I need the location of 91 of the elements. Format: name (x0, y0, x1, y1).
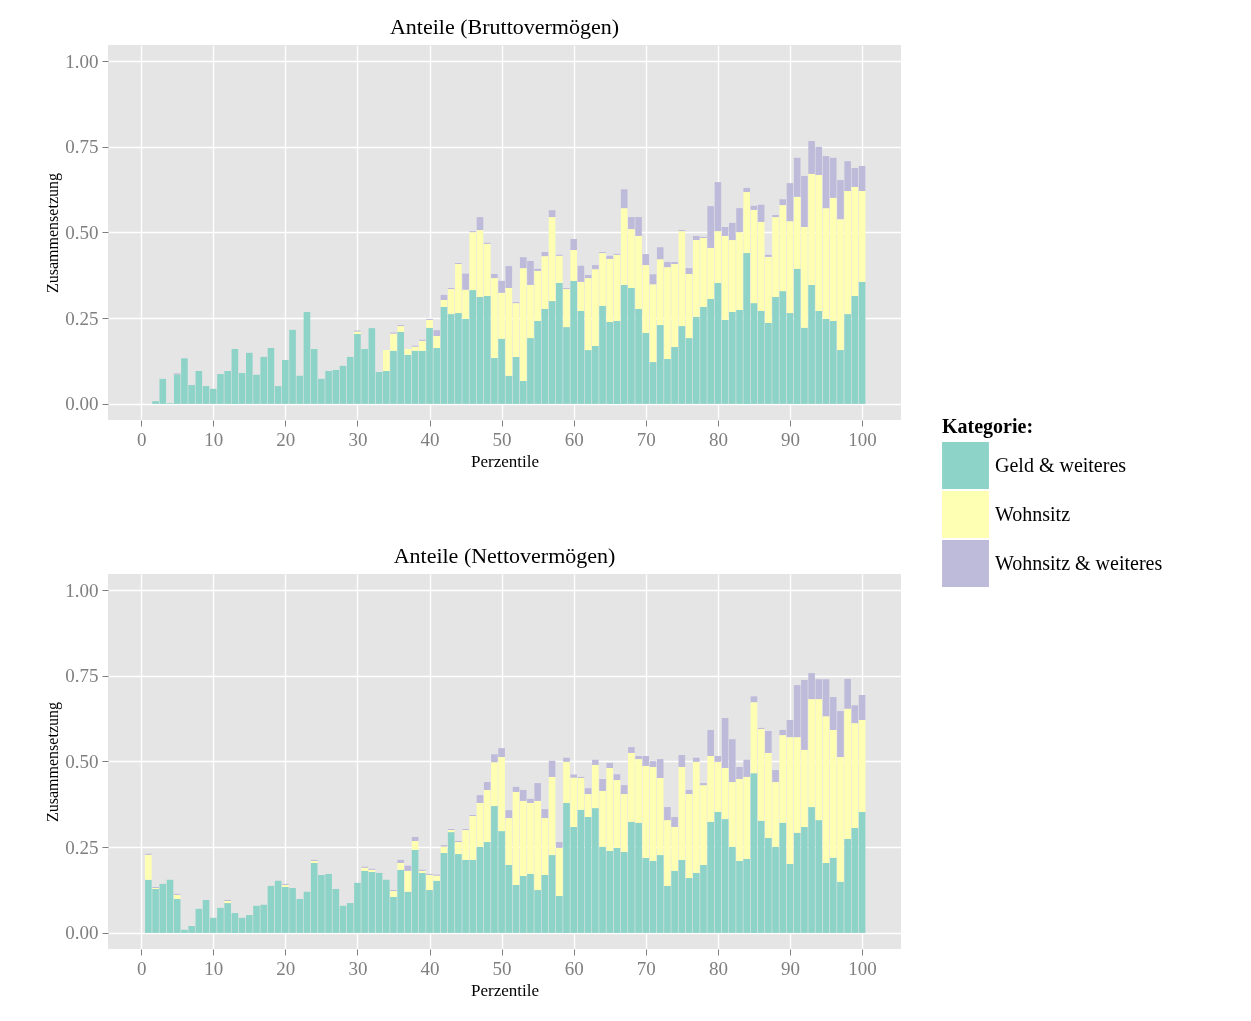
bar (563, 289, 570, 328)
bar (620, 785, 628, 795)
bar (765, 254, 772, 257)
bar (555, 842, 563, 848)
x-tick-label: 100 (848, 957, 877, 979)
bar (411, 841, 419, 850)
bar (700, 783, 707, 786)
y-tick-label: 0.00 (65, 922, 99, 944)
bar (397, 326, 404, 332)
bar (476, 217, 484, 231)
x-tick-label: 50 (492, 957, 512, 979)
x-tick-label: 60 (564, 428, 584, 450)
legend-title: Kategorie: (942, 415, 1034, 438)
bar (606, 255, 614, 259)
x-tick-label: 90 (780, 957, 800, 979)
bar (599, 778, 606, 791)
bar (541, 809, 549, 819)
y-axis-title: Zusammensetzung (44, 173, 63, 293)
bar (620, 189, 628, 209)
bar (397, 859, 404, 863)
x-tick-label: 10 (204, 428, 224, 450)
bar (462, 273, 469, 290)
x-tick-label: 80 (708, 428, 728, 450)
x-tick-label: 20 (276, 428, 296, 450)
bar (426, 319, 433, 328)
bar (765, 730, 772, 753)
bar (397, 862, 404, 870)
y-tick-label: 0.25 (65, 307, 99, 329)
legend-label: Wohnsitz & weiteres (995, 551, 1163, 574)
y-tick-label: 1.00 (65, 579, 99, 601)
bar (649, 274, 657, 285)
bar (584, 788, 592, 795)
bar (173, 894, 181, 899)
bar (491, 273, 498, 279)
bar (592, 759, 599, 765)
bar (707, 729, 714, 757)
y-tick-label: 0.00 (65, 393, 99, 415)
bar (390, 891, 397, 897)
bar (548, 760, 556, 777)
bar (570, 239, 578, 250)
bar (692, 757, 700, 762)
legend-label: Wohnsitz (995, 502, 1071, 525)
bar (570, 249, 578, 281)
x-tick-label: 60 (564, 957, 584, 979)
y-tick-label: 0.50 (65, 222, 99, 243)
x-tick-label: 0 (136, 957, 147, 979)
bar (772, 215, 779, 218)
bar (743, 187, 751, 193)
x-axis-title: Perzentile (471, 980, 539, 1000)
x-tick-label: 90 (780, 428, 800, 450)
bar (628, 747, 635, 753)
x-tick-label: 20 (276, 957, 296, 979)
y-tick-label: 0.75 (65, 136, 99, 158)
x-tick-label: 10 (204, 957, 224, 979)
bar (678, 754, 686, 767)
bar (772, 770, 779, 783)
y-tick-label: 0.50 (65, 751, 99, 772)
bar (548, 210, 556, 218)
chart-title: Anteile (Nettovermögen) (393, 543, 616, 568)
bar (483, 782, 491, 790)
bar (433, 330, 441, 337)
bar (505, 810, 513, 819)
x-tick-label: 100 (848, 428, 877, 450)
x-tick-label: 80 (708, 957, 728, 979)
bar (606, 762, 614, 769)
x-tick-label: 30 (348, 957, 368, 979)
x-tick-label: 40 (420, 428, 440, 450)
y-axis-title: Zusammensetzung (44, 702, 63, 822)
bar (145, 854, 152, 880)
x-tick-label: 70 (636, 957, 656, 979)
bar (404, 870, 412, 892)
legend-label: Geld & weiteres (995, 453, 1127, 476)
bar (592, 265, 599, 270)
y-tick-label: 0.75 (65, 665, 99, 687)
bar (685, 268, 693, 274)
chart-title: Anteile (Bruttovermögen) (389, 14, 620, 39)
x-tick-label: 30 (348, 428, 368, 450)
x-tick-label: 40 (420, 957, 440, 979)
bar (433, 336, 441, 349)
bar (642, 254, 650, 266)
bar (656, 247, 664, 260)
x-tick-label: 70 (636, 428, 656, 450)
y-tick-label: 0.25 (65, 836, 99, 858)
x-axis-title: Perzentile (471, 451, 539, 471)
bar (750, 696, 758, 703)
bar (563, 757, 570, 762)
x-tick-label: 50 (492, 428, 512, 450)
x-tick-label: 0 (136, 428, 147, 450)
bar (476, 795, 484, 803)
bar (613, 774, 621, 781)
y-tick-label: 1.00 (65, 50, 99, 72)
